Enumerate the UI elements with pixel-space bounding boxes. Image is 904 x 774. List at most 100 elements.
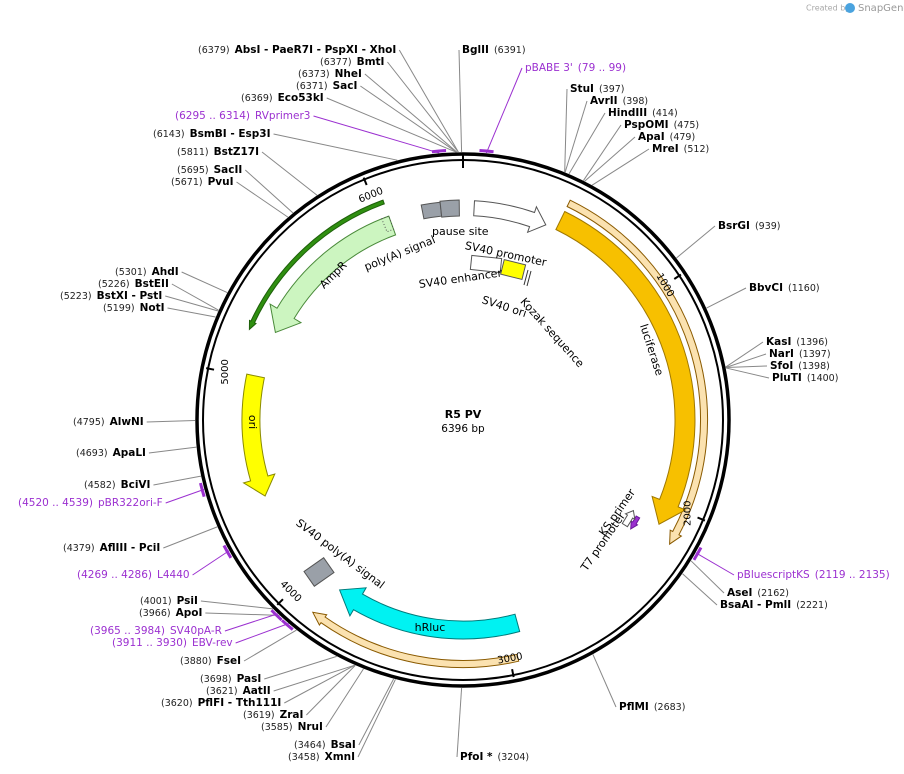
enzyme-label: (3458) XmnI [288,751,355,763]
label-part: BmtI [357,56,385,68]
leader-line [244,169,294,214]
leader-line [592,654,617,708]
plasmid-name: R5 PV [445,408,482,421]
tick-label: 3000 [497,651,524,666]
label-part: BsaAI - PmlI [720,599,791,611]
label-part: StuI [570,83,594,95]
enzyme-label: (6377) BmtI [320,56,384,68]
label-part: AbsI - PaeR7I - PspXI - XhoI [235,44,397,56]
label-part: BsmBI - Esp3I [190,128,271,140]
enzyme-label: (4795) AlwNI [73,416,144,428]
primer-mark [692,546,703,561]
label-part: AlwNI [110,416,144,428]
label-part: PvuI [208,176,234,188]
label-part: SV40pA-R [170,625,222,637]
leader-line [584,136,636,182]
leader-line [192,550,230,576]
leader-line [358,678,395,746]
leader-line [181,271,228,293]
pause-site [420,201,443,220]
feature-label: pause site [432,225,489,238]
label-part: (3621) [206,686,238,697]
label-part: NotI [140,302,165,314]
leader-line [171,283,219,311]
ori-arrow [241,373,276,497]
label-part: HindIII [608,107,647,119]
leader-line [163,526,218,549]
enzyme-label: PluTI (1400) [772,372,838,384]
leader-line [235,623,289,644]
enzyme-label: AseI (2162) [727,587,789,599]
label-part: pBR322ori-F [98,497,163,509]
label-part: (5301) [115,267,147,278]
label-part: (4693) [76,448,108,459]
enzyme-label: (6371) SacI [296,80,357,92]
enzyme-label: (5199) NotI [103,302,165,314]
tick-mark [697,516,706,522]
label-part: L4440 [157,569,190,581]
label-part: RVprimer3 [255,110,311,122]
leader-line [725,367,770,379]
leader-line [273,133,398,161]
label-part: EBV-rev [192,637,233,649]
enzyme-label: (3619) ZraI [243,709,303,721]
leader-line [165,488,205,504]
enzyme-label: PfoI * (3204) [460,751,529,763]
leader-line [146,419,196,423]
label-part: (2162) [757,588,789,599]
enzyme-label: StuI (397) [570,83,625,95]
label-part: BstEII [135,278,169,290]
sv40-ori [500,258,527,281]
label-part: (1396) [796,337,828,348]
label-part: BstZ17I [214,146,259,158]
t7-promoter [621,509,636,528]
leader-line [236,181,289,218]
primer-label: pBluescriptKS (2119 .. 2135) [737,569,890,581]
enzyme-label: BsaAI - PmlI (2221) [720,599,828,611]
enzyme-label: (3585) NruI [261,721,323,733]
enzyme-label: BglII (6391) [462,44,526,56]
label-part: (5199) [103,303,135,314]
enzyme-label: (5301) AhdI [115,266,179,278]
enzyme-label: ApaI (479) [638,131,695,143]
label-part: (4001) [140,596,172,607]
label-part: ApoI [176,607,203,619]
leader-line [725,353,767,368]
label-part: NruI [298,721,323,733]
enzyme-label: SfoI (1398) [770,360,830,372]
label-part: (3965 .. 3984) [90,625,165,637]
kozak [523,269,532,287]
leader-line [264,655,337,680]
label-part: (4379) [63,543,95,554]
label-part: (3620) [161,698,193,709]
label-part: BsaI [331,739,356,751]
label-part: AvrII [590,95,618,107]
primer-mark [270,609,283,622]
label-part: PspOMI [624,119,669,131]
hrluc-outline [311,611,520,668]
label-part: (3880) [180,656,212,667]
enzyme-label: (4001) PsiI [140,595,198,607]
leader-line [485,67,523,154]
enzyme-label: (5223) BstXI - PstI [60,290,162,302]
label-part: (1160) [788,283,820,294]
snapgene-icon [845,3,855,13]
tick-label: 5000 [220,359,231,384]
label-part: (414) [652,108,678,119]
label-part: PsiI [177,595,198,607]
leader-line [568,112,606,175]
tick-mark [276,598,284,606]
enzyme-label: (3464) BsaI [294,739,356,751]
leader-line [261,151,318,196]
label-part: (2119 .. 2135) [815,569,890,581]
tick-label: 2000 [682,501,693,526]
leader-line [706,287,747,309]
label-part: (479) [670,132,696,143]
label-part: SacII [214,164,243,176]
label-part: BstXI - PstI [97,290,163,302]
leader-line [326,97,457,153]
enzyme-label: PflMI (2683) [619,701,685,713]
enzyme-label: HindIII (414) [608,107,678,119]
feature-label: Kozak sequence [518,295,587,370]
label-part: ApaLI [113,447,146,459]
